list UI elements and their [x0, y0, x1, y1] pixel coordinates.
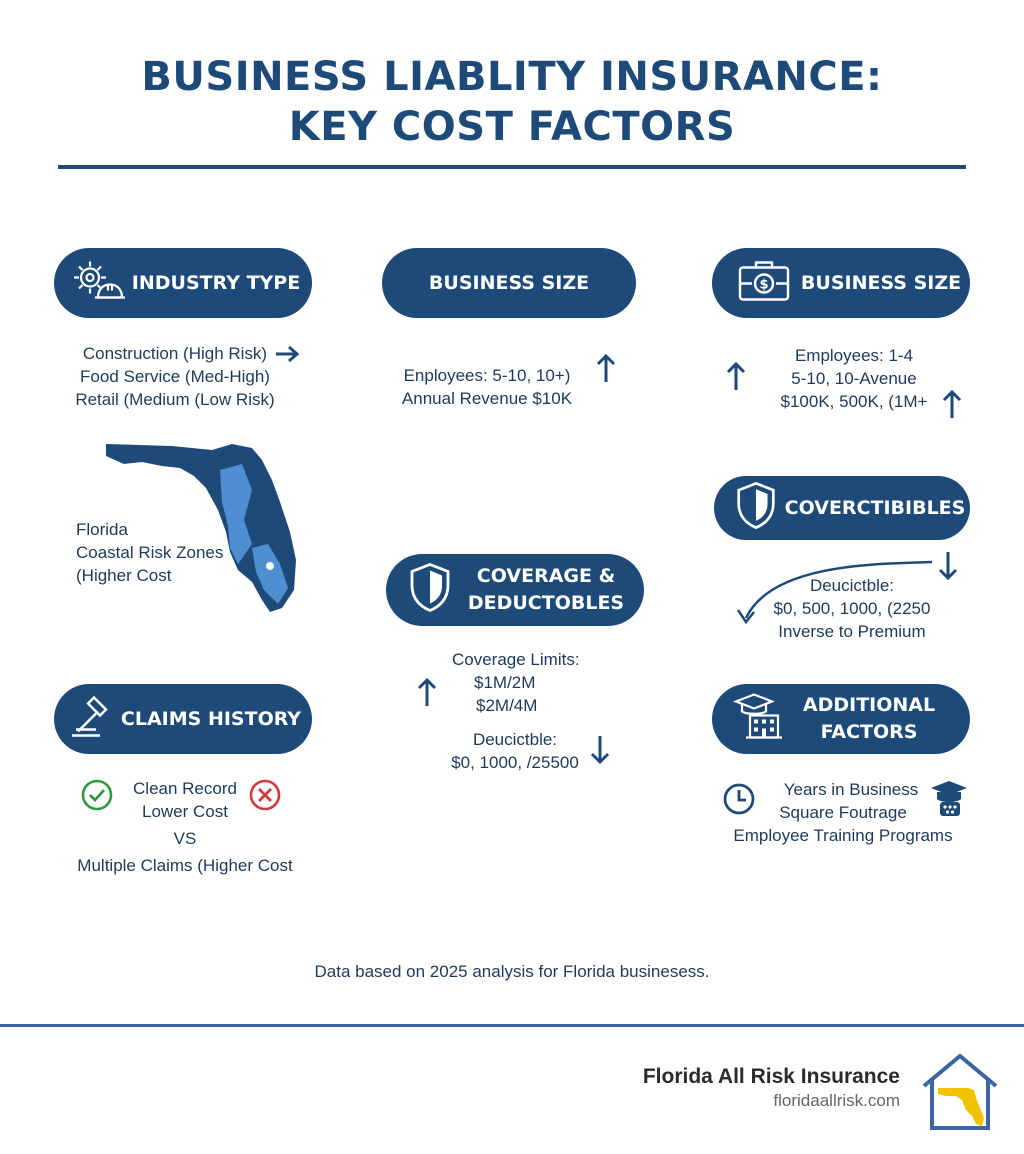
industry-type-pill: INDUSTRY TYPE	[54, 248, 312, 318]
coverage-deductibles-label: COVERAGE & DEDUCTOBLES	[468, 563, 624, 617]
shield-icon	[734, 481, 778, 536]
industry-list: Construction (High Risk) Food Service (M…	[60, 342, 290, 411]
additional-factors-label: ADDITIONAL FACTORS	[803, 692, 935, 746]
business-size-center-pill: BUSINESS SIZE	[382, 248, 636, 318]
coverage-limits-2: $2M/4M	[476, 696, 538, 715]
florida-risk-text: Florida Coastal Risk Zones (Higher Cost	[76, 518, 223, 587]
footer-divider	[0, 1024, 1024, 1027]
covertibles-line-1: Deucictble:	[809, 576, 895, 595]
title-line-2: KEY COST FACTORS	[288, 104, 736, 150]
claims-text: Clean Record Lower Cost VS Multiple Clai…	[60, 777, 310, 877]
size-right-line-3: $100K, 500K, (1M+	[780, 392, 928, 411]
florida-map-icon	[106, 444, 296, 612]
brand-name: Florida All Risk Insurance	[642, 1065, 900, 1088]
additional-factors-pill: ADDITIONAL FACTORS	[712, 684, 970, 754]
additional-factors-text: Years in Business Square Foutrage Employ…	[720, 778, 966, 847]
coverage-label-line-2: DEDUCTOBLES	[467, 592, 625, 614]
title-line-1: BUSINESS LIABLITY INSURANCE:	[141, 54, 883, 100]
x-circle-icon	[249, 779, 281, 811]
industry-line-1: Construction (High Risk)	[82, 344, 268, 363]
industry-line-3: Retail (Medium (Low Risk)	[75, 390, 275, 409]
coverage-deductible-text: Deucictble: $0, 1000, /25500	[442, 728, 588, 774]
page-title: BUSINESS LIABLITY INSURANCE: KEY COST FA…	[0, 52, 1024, 152]
covertibles-text: Deucictble: $0, 500, 1000, (2250 Inverse…	[760, 574, 944, 643]
clock-icon	[723, 783, 755, 815]
arrow-up-icon	[596, 353, 616, 382]
business-size-right-label: BUSINESS SIZE	[800, 271, 962, 294]
business-size-center-label: BUSINESS SIZE	[428, 271, 590, 294]
graduation-cap-icon	[931, 781, 967, 816]
covertibles-pill: COVERCTIBIBLES	[714, 476, 970, 540]
size-center-line-2: Annual Revenue $10K	[401, 389, 573, 408]
florida-house-logo-icon	[922, 1053, 998, 1130]
title-divider	[58, 165, 966, 169]
size-center-line-1: Enployees: 5-10, 10+)	[403, 366, 571, 385]
covertibles-line-2: $0, 500, 1000, (2250	[773, 599, 931, 618]
size-right-line-1: Employees: 1-4	[794, 346, 914, 365]
gavel-icon	[68, 694, 124, 745]
gear-hardhat-icon	[68, 256, 130, 311]
claims-vs: VS	[173, 829, 197, 848]
arrow-up-icon	[942, 389, 962, 418]
claims-history-label: CLAIMS HISTORY	[120, 707, 302, 730]
florida-line-1: Florida	[76, 520, 128, 539]
claims-line-3: Multiple Claims (Higher Cost	[77, 856, 293, 875]
brand-url[interactable]: floridaallrisk.com	[773, 1091, 900, 1110]
coverage-limits-title: Coverage Limits:	[452, 650, 580, 669]
coverage-deductibles-pill: COVERAGE & DEDUCTOBLES	[386, 554, 644, 626]
additional-line-2: Square Foutrage	[779, 803, 907, 822]
business-size-center-text: Enployees: 5-10, 10+) Annual Revenue $10…	[382, 364, 592, 410]
arrow-down-icon	[590, 736, 610, 765]
coverage-deductible-values: $0, 1000, /25500	[451, 753, 579, 772]
arrow-up-icon	[726, 361, 746, 390]
claims-line-2: Lower Cost	[142, 802, 228, 821]
industry-line-2: Food Service (Med-High)	[80, 367, 270, 386]
curved-arrow-icon	[736, 560, 933, 625]
coverage-limits-1: $1M/2M	[474, 673, 536, 692]
business-size-right-pill: $ BUSINESS SIZE	[712, 248, 970, 318]
covertibles-label: COVERCTIBIBLES	[784, 496, 966, 519]
svg-text:$: $	[759, 278, 768, 293]
florida-line-2: Coastal Risk Zones	[76, 543, 224, 562]
claims-history-pill: CLAIMS HISTORY	[54, 684, 312, 754]
additional-line-1: Years in Business	[783, 780, 919, 799]
arrow-right-icon	[276, 345, 300, 363]
coverage-limits-text: Coverage Limits: $1M/2M $2M/4M	[452, 648, 580, 717]
covertibles-line-3: Inverse to Premium	[778, 622, 926, 641]
check-circle-icon	[81, 779, 113, 811]
coverage-label-line-1: COVERAGE &	[476, 565, 616, 587]
additional-label-line-2: FACTORS	[820, 721, 918, 743]
additional-label-line-1: ADDITIONAL	[802, 694, 936, 716]
briefcase-dollar-icon: $	[736, 258, 792, 309]
size-right-line-2: 5-10, 10-Avenue	[791, 369, 917, 388]
industry-type-label: INDUSTRY TYPE	[131, 271, 301, 294]
data-footnote: Data based on 2025 analysis for Florida …	[314, 962, 710, 981]
business-size-right-text: Employees: 1-4 5-10, 10-Avenue $100K, 50…	[766, 344, 942, 413]
coverage-deductible-title: Deucictble:	[472, 730, 558, 749]
florida-line-3: (Higher Cost	[76, 566, 172, 585]
school-building-icon	[732, 692, 784, 747]
shield-icon	[408, 562, 452, 619]
claims-line-1: Clean Record	[133, 779, 237, 798]
arrow-down-icon	[938, 552, 958, 581]
additional-line-3: Employee Training Programs	[733, 826, 953, 845]
arrow-up-icon	[417, 677, 437, 706]
